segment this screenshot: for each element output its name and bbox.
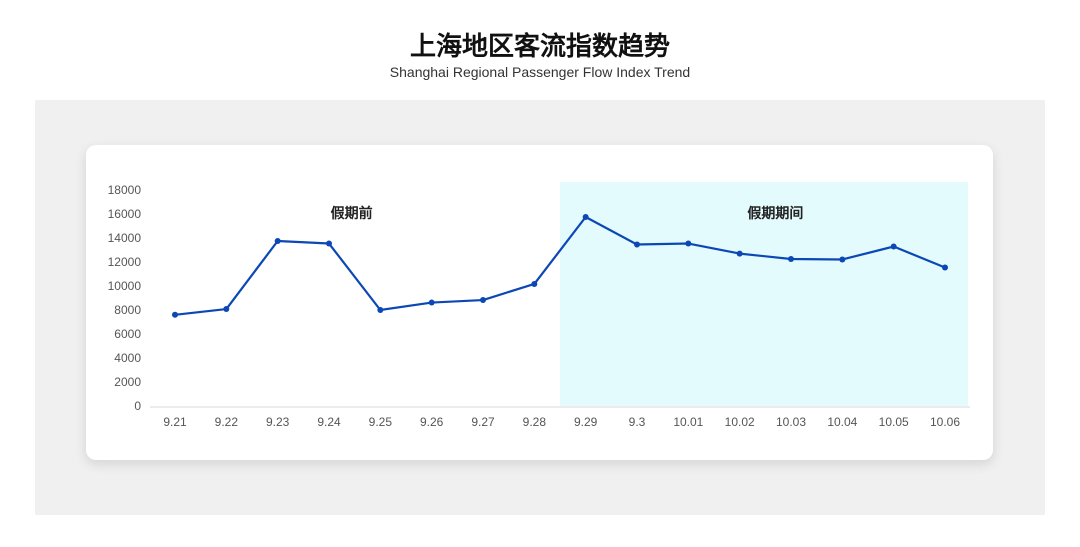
- x-tick-label: 9.27: [471, 415, 495, 429]
- data-point: [326, 240, 332, 247]
- x-tick-label: 9.28: [523, 415, 547, 429]
- data-point: [428, 299, 435, 306]
- data-point: [736, 250, 743, 257]
- data-point: [890, 243, 897, 250]
- x-tick-label: 9.24: [317, 415, 341, 429]
- y-tick-label: 0: [134, 399, 141, 413]
- x-tick-label: 10.06: [930, 415, 960, 429]
- region-label: 假期前: [331, 205, 373, 222]
- y-tick-label: 16000: [108, 207, 142, 221]
- data-point: [531, 280, 538, 287]
- data-point: [582, 214, 589, 220]
- region-label: 假期期间: [747, 205, 803, 222]
- x-tick-label: 10.04: [827, 415, 857, 429]
- chart-subtitle: Shanghai Regional Passenger Flow Index T…: [389, 64, 691, 80]
- x-tick-label: 9.26: [420, 415, 444, 429]
- series-line: [174, 215, 946, 316]
- data-point: [274, 238, 281, 244]
- x-tick-label: 9.23: [266, 415, 290, 429]
- data-point: [172, 311, 178, 318]
- chart-title: 上海地区客流指数趋势: [409, 32, 670, 62]
- y-tick-label: 2000: [114, 375, 141, 389]
- y-tick-label: 8000: [114, 303, 141, 317]
- x-tick-label: 9.29: [574, 415, 598, 429]
- y-tick-label: 14000: [108, 231, 142, 245]
- data-point: [685, 240, 692, 247]
- data-point: [839, 256, 846, 263]
- x-tick-label: 9.3: [629, 415, 646, 429]
- y-tick-label: 12000: [108, 255, 142, 269]
- data-point: [377, 307, 384, 313]
- data-point: [788, 256, 794, 262]
- data-point: [942, 264, 948, 271]
- region-band: [560, 182, 968, 406]
- y-tick-label: 10000: [108, 279, 142, 293]
- data-point: [634, 241, 640, 248]
- x-tick-label: 9.22: [215, 415, 239, 429]
- y-tick-label: 6000: [114, 327, 141, 341]
- y-tick-label: 4000: [114, 351, 141, 365]
- x-tick-label: 9.25: [369, 415, 393, 429]
- x-tick-label: 10.05: [879, 415, 909, 429]
- x-tick-label: 10.03: [776, 415, 806, 429]
- y-tick-label: 18000: [108, 183, 142, 197]
- x-tick-label: 10.01: [673, 415, 703, 429]
- data-point: [223, 306, 230, 313]
- data-point: [480, 297, 486, 304]
- x-tick-label: 10.02: [725, 415, 755, 429]
- x-tick-label: 9.21: [163, 415, 187, 429]
